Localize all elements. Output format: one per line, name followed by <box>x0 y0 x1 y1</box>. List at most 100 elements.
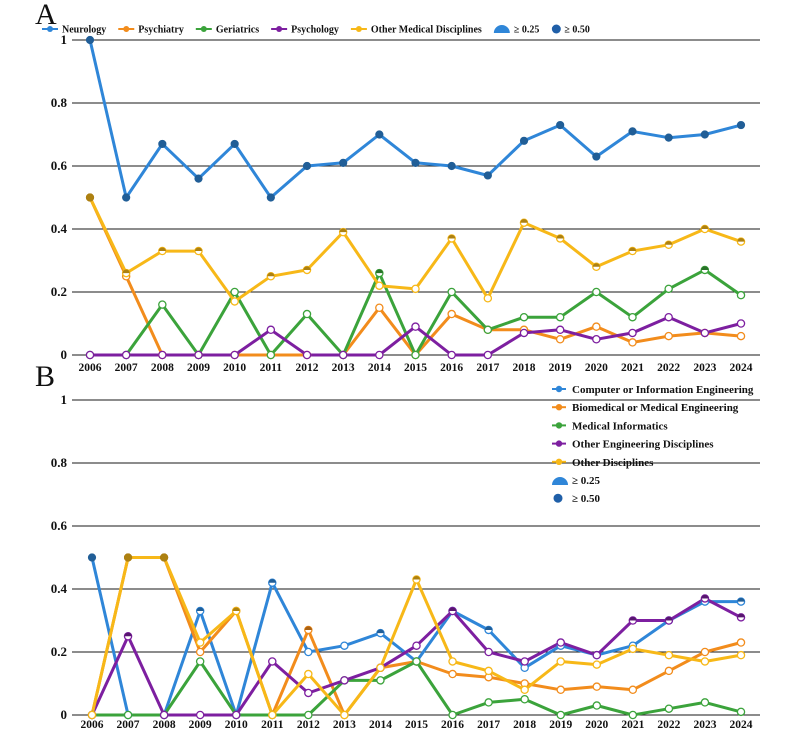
data-point <box>411 322 420 331</box>
data-point <box>412 657 421 666</box>
x-tick-label: 2007 <box>115 362 138 374</box>
data-point <box>484 698 493 707</box>
data-point <box>556 638 565 647</box>
data-point <box>484 647 493 657</box>
data-point <box>340 641 349 650</box>
data-point <box>266 350 276 360</box>
data-point <box>195 606 205 616</box>
data-point <box>664 650 674 660</box>
data-point <box>628 246 637 256</box>
x-tick-label: 2024 <box>730 719 753 731</box>
data-point <box>304 647 313 657</box>
data-point <box>664 666 674 676</box>
data-point <box>304 710 313 720</box>
data-point <box>195 710 205 720</box>
data-point <box>268 657 277 666</box>
series-line-geriatrics <box>90 268 742 357</box>
data-point <box>447 350 456 360</box>
data-point <box>628 338 637 347</box>
data-point <box>592 152 601 161</box>
svg-text:≥ 0.50: ≥ 0.50 <box>564 25 590 36</box>
data-point <box>700 657 710 666</box>
panel-label-b: B <box>35 360 55 393</box>
data-point <box>121 350 131 360</box>
legend: Neurology Psychiatry Geriatrics Psychology O… <box>42 24 590 36</box>
data-point <box>266 325 276 335</box>
legend-item-medical-informatics: Medical Informatics <box>552 420 668 432</box>
data-point <box>556 710 565 720</box>
svg-text:Biomedical or Medical Engineer: Biomedical or Medical Engineering <box>572 402 739 414</box>
data-point <box>376 676 385 685</box>
data-point <box>700 265 710 275</box>
data-point <box>447 287 456 297</box>
data-point <box>628 312 637 322</box>
data-point <box>700 698 710 707</box>
svg-text:≥ 0.50: ≥ 0.50 <box>572 493 601 505</box>
data-point <box>448 606 457 616</box>
data-point <box>304 688 313 698</box>
data-point <box>159 710 169 720</box>
data-point <box>447 161 456 171</box>
data-point <box>158 350 167 360</box>
data-point <box>736 319 746 328</box>
data-point <box>664 616 674 625</box>
x-tick-label: 2006 <box>81 719 104 731</box>
panel-label-a: A <box>35 0 57 31</box>
data-point <box>592 287 601 297</box>
data-point <box>664 240 673 249</box>
data-point <box>592 334 601 344</box>
data-point <box>338 350 348 360</box>
data-point <box>664 312 673 322</box>
x-tick-label: 2021 <box>621 719 644 731</box>
data-point <box>483 171 492 180</box>
data-point <box>664 284 673 294</box>
data-point <box>160 553 169 562</box>
x-tick-label: 2009 <box>189 719 212 731</box>
data-point <box>592 322 601 331</box>
legend-item-computer-or-information-engineering: Computer or Information Engineering <box>552 384 754 396</box>
data-point <box>304 625 313 635</box>
legend-item-other-engineering-disciplines: Other Engineering Disciplines <box>552 439 714 451</box>
x-tick-label: 2012 <box>296 362 319 374</box>
data-point <box>736 597 746 606</box>
x-tick-label: 2018 <box>513 362 536 374</box>
data-point <box>483 350 493 360</box>
data-point <box>123 710 133 720</box>
data-point <box>628 685 638 695</box>
y-tick-label: 0.8 <box>51 455 68 470</box>
data-point <box>520 657 529 666</box>
x-tick-label: 2019 <box>549 362 572 374</box>
data-point <box>302 161 312 171</box>
x-tick-label: 2016 <box>441 719 464 731</box>
data-point <box>483 294 493 303</box>
x-tick-label: 2010 <box>223 362 246 374</box>
data-point <box>448 657 457 666</box>
data-point <box>555 334 565 344</box>
data-point <box>628 328 637 338</box>
data-point <box>375 268 384 278</box>
x-tick-label: 2008 <box>153 719 176 731</box>
data-point <box>340 710 349 720</box>
data-point <box>195 647 205 657</box>
data-point <box>231 710 241 720</box>
x-tick-label: 2023 <box>693 719 716 731</box>
legend-marker-ge-050: ≥ 0.50 <box>553 493 601 505</box>
series-points-other-medical-disciplines <box>85 193 746 306</box>
data-point <box>555 234 565 243</box>
data-point <box>736 707 746 717</box>
data-point <box>700 328 710 338</box>
svg-text:≥ 0.25: ≥ 0.25 <box>572 475 601 487</box>
y-tick-label: 0 <box>61 347 68 362</box>
data-point <box>519 328 529 338</box>
x-tick-label: 2022 <box>657 362 680 374</box>
data-point <box>195 657 205 666</box>
data-point <box>556 685 565 695</box>
data-point <box>87 553 97 562</box>
data-point <box>302 350 312 360</box>
svg-text:Computer or Information Engine: Computer or Information Engineering <box>572 384 754 396</box>
data-point <box>448 669 457 679</box>
y-tick-label: 0.4 <box>51 221 68 236</box>
legend-marker-ge-025: ≥ 0.25 <box>552 475 601 487</box>
data-point <box>519 136 529 145</box>
data-point <box>519 312 529 322</box>
